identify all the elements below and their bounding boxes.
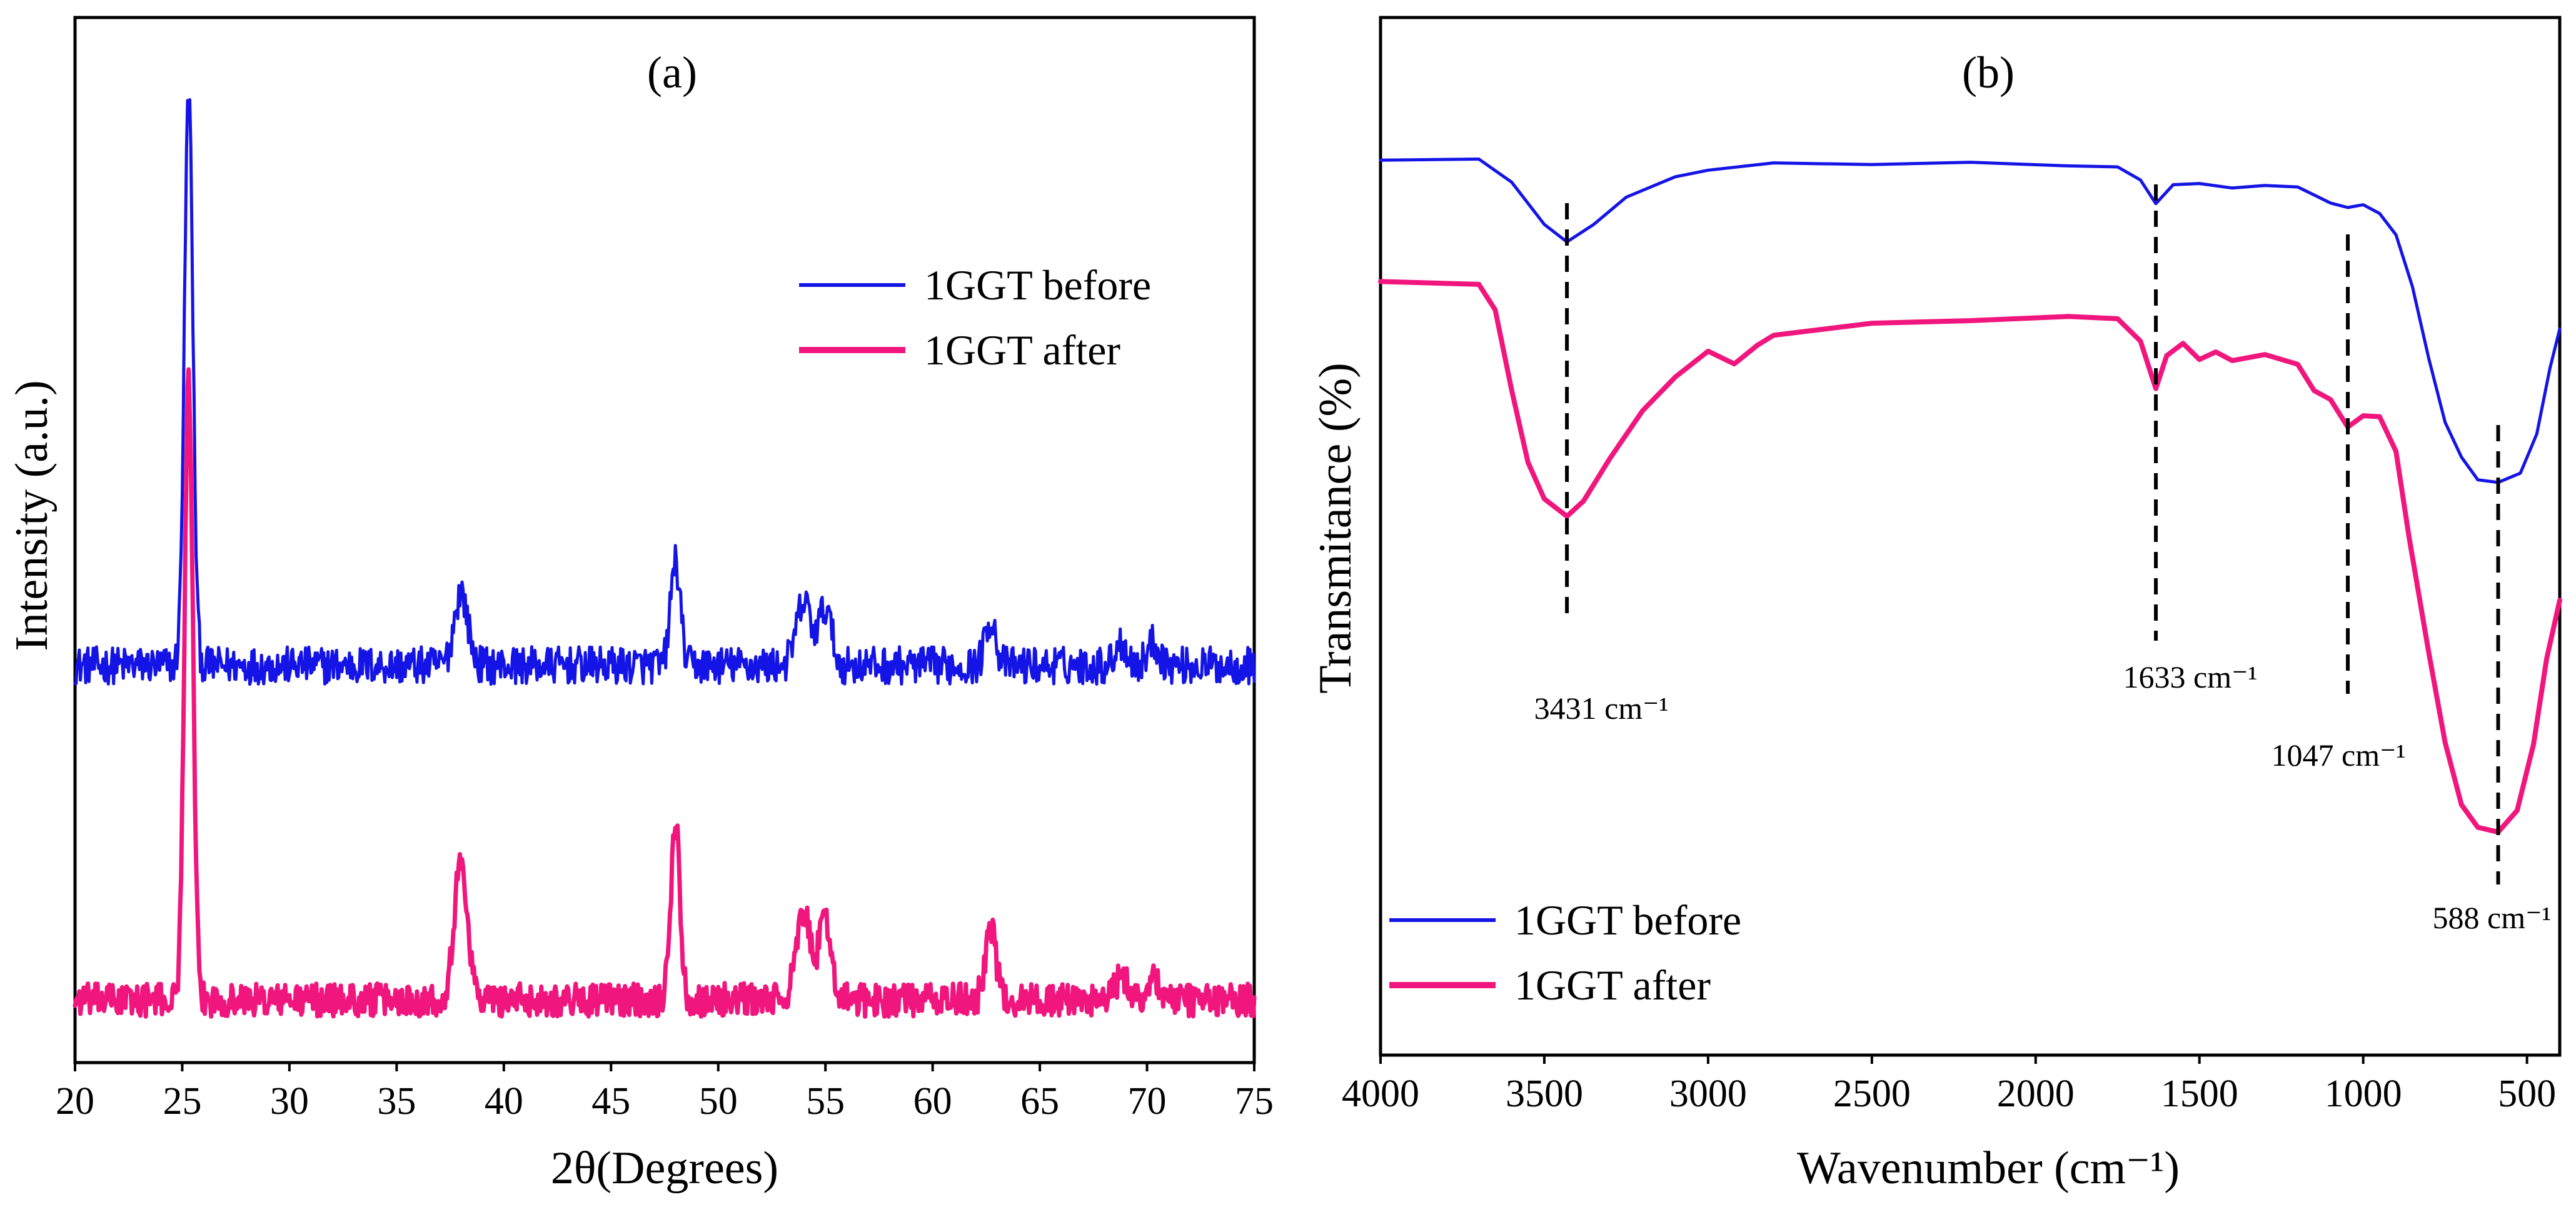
annotation-3431-label: 3431 cm⁻¹ <box>1534 691 1669 726</box>
panel-a-y-axis-title: Intensity (a.u.) <box>6 380 58 651</box>
panel-a-x-tick-label: 45 <box>591 1080 630 1123</box>
panel-b-x-tick-label: 1000 <box>2325 1073 2402 1115</box>
panel-b-x-tick-label: 4000 <box>1342 1073 1419 1115</box>
legend-b-before-label: 1GGT before <box>1514 896 1741 944</box>
panel-a-series-before-line <box>73 98 1256 686</box>
panel-b-x-tick-label: 2500 <box>1833 1073 1911 1115</box>
panel-a-x-tick-label: 75 <box>1235 1080 1274 1123</box>
panel-b-legend: 1GGT before 1GGT after <box>1389 896 1741 1009</box>
panel-a-x-tick-label: 40 <box>485 1080 523 1123</box>
panel-a-x-tick-label: 70 <box>1128 1080 1167 1123</box>
panel-b-x-tick-label: 500 <box>2498 1073 2556 1115</box>
panel-b: (b) 4000 3500 3000 2500 2000 1500 1000 500 3431… <box>1310 16 2562 1194</box>
panel-b-series-after-line <box>1378 279 2562 835</box>
panel-a-x-tick-label: 60 <box>913 1080 952 1123</box>
panel-b-series-before-line <box>1379 158 2562 484</box>
panel-b-series <box>1378 158 2562 835</box>
panel-a-x-tick-label: 20 <box>56 1080 94 1123</box>
panel-a-x-tick-label: 50 <box>699 1080 738 1123</box>
panel-a-x-tick-label: 30 <box>270 1080 309 1123</box>
panel-a-x-axis-title: 2θ(Degrees) <box>551 1143 778 1194</box>
panel-a-x-tick-label: 55 <box>806 1080 845 1123</box>
panel-a-legend: 1GGT before 1GGT after <box>799 261 1151 374</box>
panel-a-x-axis: 20 25 30 35 40 45 50 55 60 65 70 75 <box>56 1063 1274 1123</box>
panel-b-label: (b) <box>1962 48 2015 98</box>
panel-b-x-tick-label: 1500 <box>2161 1073 2238 1115</box>
panel-a-x-tick-label: 65 <box>1020 1080 1059 1123</box>
panel-b-x-tick-label: 2000 <box>1997 1073 2075 1115</box>
annotation-1633-label: 1633 cm⁻¹ <box>2123 659 2258 694</box>
legend-a-after-label: 1GGT after <box>924 326 1120 374</box>
panel-a-series-after-line <box>73 367 1257 1019</box>
panel-b-y-axis-title: Transmitance (%) <box>1310 363 1361 694</box>
panel-a-x-tick-label: 25 <box>163 1080 201 1123</box>
panel-a-label: (a) <box>647 48 697 98</box>
panel-b-x-axis-title: Wavenumber (cm⁻¹) <box>1797 1143 2180 1194</box>
panel-a-series <box>73 98 1257 1019</box>
legend-b-after-label: 1GGT after <box>1514 961 1711 1009</box>
panel-a-plot-frame <box>73 16 1256 1064</box>
panel-a: (a) 20 25 30 35 40 45 50 55 60 65 70 75 1GGT before… <box>6 16 1274 1194</box>
annotation-588-label: 588 cm⁻¹ <box>2433 900 2552 935</box>
panel-b-x-tick-label: 3500 <box>1506 1073 1583 1115</box>
annotation-1047-label: 1047 cm⁻¹ <box>2272 738 2406 773</box>
legend-a-before-label: 1GGT before <box>924 261 1151 309</box>
panel-b-x-axis: 4000 3500 3000 2500 2000 1500 1000 500 <box>1342 1055 2556 1115</box>
panel-b-plot-frame <box>1379 16 2562 1057</box>
panel-a-x-tick-label: 35 <box>377 1080 416 1123</box>
panel-b-x-tick-label: 3000 <box>1669 1073 1747 1115</box>
